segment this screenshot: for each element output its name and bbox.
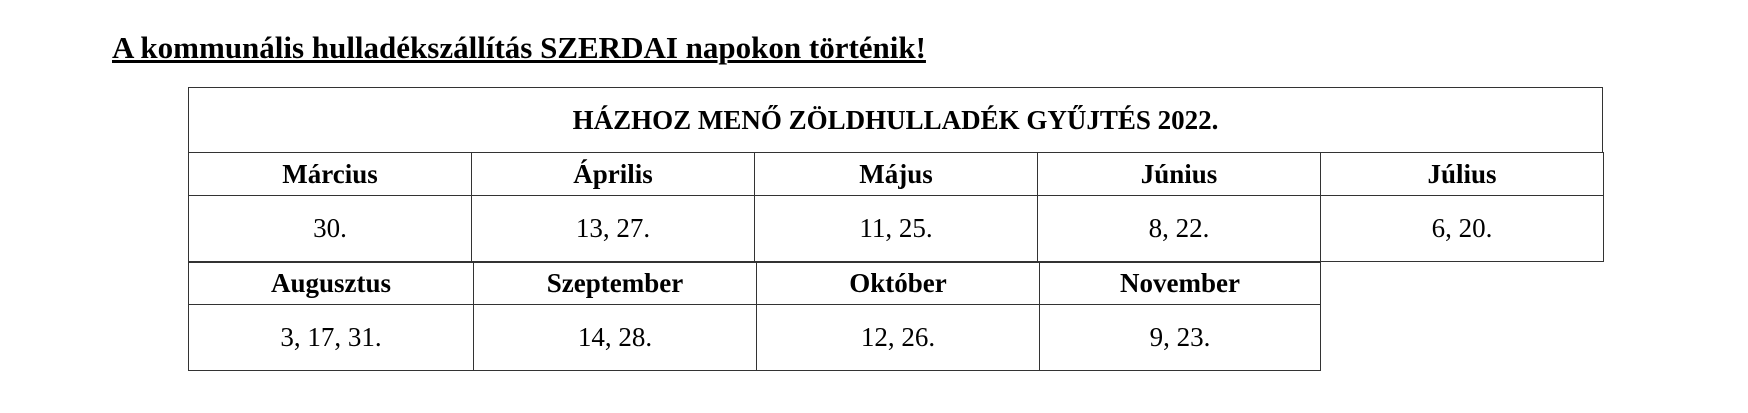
month-header: Május — [754, 152, 1038, 196]
collection-dates: 9, 23. — [1039, 304, 1321, 371]
month-header: Április — [471, 152, 755, 196]
month-header: Július — [1320, 152, 1604, 196]
month-header: Augusztus — [188, 262, 474, 305]
table-title: HÁZHOZ MENŐ ZÖLDHULLADÉK GYŰJTÉS 2022. — [188, 87, 1603, 153]
collection-dates: 3, 17, 31. — [188, 304, 474, 371]
month-header: Október — [756, 262, 1040, 305]
month-header: Június — [1037, 152, 1321, 196]
collection-dates: 12, 26. — [756, 304, 1040, 371]
collection-dates: 6, 20. — [1320, 195, 1604, 262]
collection-dates: 13, 27. — [471, 195, 755, 262]
collection-dates: 11, 25. — [754, 195, 1038, 262]
month-header: November — [1039, 262, 1321, 305]
month-header: Március — [188, 152, 472, 196]
collection-dates: 14, 28. — [473, 304, 757, 371]
notice-heading: A kommunális hulladékszállítás SZERDAI n… — [112, 30, 926, 65]
collection-dates: 8, 22. — [1037, 195, 1321, 262]
collection-dates: 30. — [188, 195, 472, 262]
month-header: Szeptember — [473, 262, 757, 305]
